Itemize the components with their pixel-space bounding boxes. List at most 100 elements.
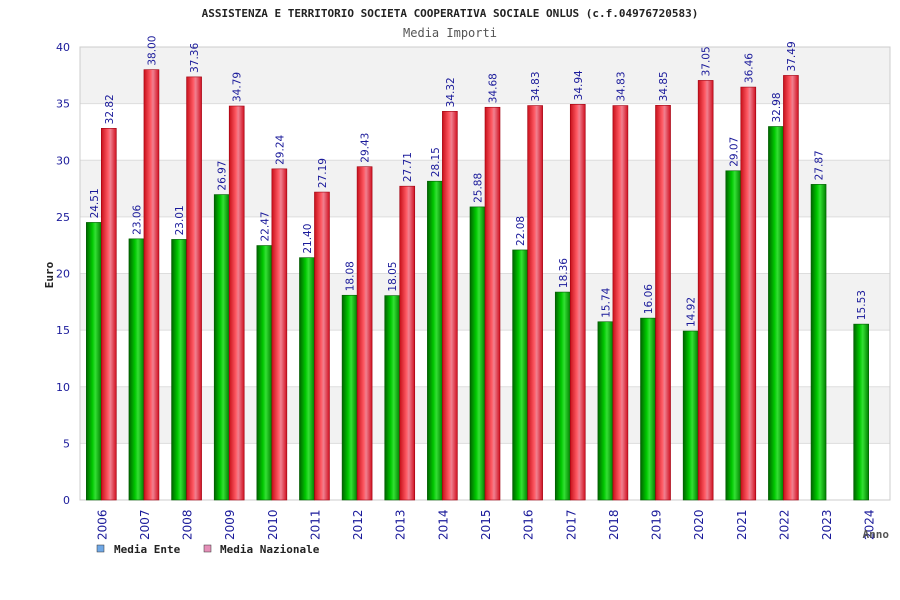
bar-media-nazionale-2007: [143, 69, 160, 501]
bar-media-ente-2010: [256, 245, 273, 501]
y-tick-label: 25: [56, 211, 70, 224]
x-tick-label-2013: 2013: [394, 509, 408, 540]
bar-media-nazionale-2009: [228, 105, 245, 501]
x-tick-label-2014: 2014: [436, 509, 450, 540]
bar-media-nazionale-2014: [442, 111, 458, 501]
data-label-media-ente-2019: 16.06: [643, 284, 655, 314]
y-tick-label: 30: [56, 154, 70, 167]
x-tick-label-2006: 2006: [95, 509, 109, 540]
bar-media-ente-2008: [171, 239, 187, 501]
y-tick-label: 10: [56, 381, 70, 394]
data-label-media-nazionale-2017: 34.94: [573, 70, 585, 100]
bar-media-nazionale-2016: [527, 105, 543, 501]
bar-media-ente-2022: [768, 126, 784, 501]
data-label-media-nazionale-2021: 36.46: [743, 53, 755, 83]
data-label-media-ente-2011: 21.40: [302, 224, 314, 254]
x-tick-label-2015: 2015: [479, 509, 493, 540]
legend: Media Ente Media Nazionale: [96, 543, 320, 556]
data-label-media-nazionale-2018: 34.83: [615, 71, 627, 101]
y-tick-label: 40: [56, 41, 70, 54]
data-label-media-ente-2021: 29.07: [728, 137, 740, 167]
data-label-media-nazionale-2011: 27.19: [317, 158, 329, 188]
bar-media-nazionale-2010: [271, 168, 288, 501]
x-axis: 2006 2007 2008 2009 2010 2011 2012 2013 2014 2015…: [95, 509, 876, 540]
data-label-media-nazionale-2008: 37.36: [189, 43, 201, 73]
data-label-media-ente-2022: 32.98: [771, 92, 783, 122]
data-label-media-ente-2007: 23.06: [131, 204, 143, 234]
y-tick-label: 5: [63, 437, 70, 450]
x-tick-label-2019: 2019: [650, 509, 664, 540]
x-tick-label-2016: 2016: [522, 509, 536, 540]
data-label-media-nazionale-2012: 29.43: [360, 133, 372, 163]
data-label-media-nazionale-2006: 32.82: [104, 94, 116, 124]
legend-item-media-nazionale: Media Nazionale: [203, 543, 320, 556]
bar-media-nazionale-2017: [569, 104, 586, 501]
x-tick-label-2022: 2022: [777, 509, 791, 540]
y-tick-label: 35: [56, 98, 70, 111]
x-tick-label-2010: 2010: [266, 509, 280, 540]
data-label-media-ente-2014: 28.15: [430, 147, 442, 177]
x-tick-label-2009: 2009: [223, 509, 237, 540]
bar-media-nazionale-2006: [101, 128, 117, 501]
data-label-media-ente-2006: 24.51: [89, 188, 101, 218]
x-tick-label-2012: 2012: [351, 509, 365, 540]
bar-media-nazionale-2015: [484, 106, 501, 501]
x-tick-label-2008: 2008: [181, 509, 195, 540]
data-label-media-ente-2016: 22.08: [515, 216, 527, 246]
data-label-media-nazionale-2010: 29.24: [274, 134, 286, 164]
bar-media-ente-2021: [725, 170, 742, 501]
legend-item-media-ente: Media Ente: [96, 543, 181, 556]
legend-swatch-media-nazionale: [203, 544, 212, 553]
chart-subtitle: Media Importi: [403, 26, 497, 40]
data-label-media-ente-2020: 14.92: [686, 297, 698, 327]
x-tick-label-2017: 2017: [564, 509, 578, 540]
bar-media-nazionale-2018: [612, 105, 629, 501]
data-label-media-nazionale-2013: 27.71: [402, 152, 414, 182]
x-tick-label-2024: 2024: [863, 509, 877, 540]
data-label-media-ente-2010: 22.47: [259, 211, 271, 241]
x-tick-label-2021: 2021: [735, 509, 749, 540]
bar-media-nazionale-2020: [697, 80, 714, 501]
bar-media-ente-2017: [554, 291, 571, 501]
bar-media-ente-2014: [427, 180, 443, 501]
chart-title: ASSISTENZA E TERRITORIO SOCIETA COOPERAT…: [202, 7, 699, 20]
legend-label-media-nazionale: Media Nazionale: [220, 543, 320, 556]
data-label-media-ente-2012: 18.08: [345, 261, 357, 291]
x-axis-label: Anno: [863, 528, 890, 541]
data-label-media-nazionale-2007: 38.00: [146, 36, 158, 66]
y-tick-label: 0: [63, 494, 70, 507]
bar-media-nazionale-2011: [314, 191, 330, 501]
bar-media-ente-2024: [853, 323, 869, 501]
bar-media-ente-2009: [213, 194, 230, 501]
y-tick-label: 15: [56, 324, 70, 337]
y-tick-label: 20: [56, 268, 70, 281]
data-label-media-ente-2018: 15.74: [600, 287, 612, 317]
bar-media-nazionale-2008: [186, 76, 202, 501]
data-label-media-nazionale-2019: 34.85: [658, 71, 670, 101]
bar-media-ente-2006: [86, 222, 102, 501]
data-label-media-ente-2015: 25.88: [473, 173, 485, 203]
y-axis-label: Euro: [43, 261, 56, 288]
bar-media-ente-2013: [384, 295, 401, 501]
data-label-media-nazionale-2009: 34.79: [232, 72, 244, 102]
legend-label-media-ente: Media Ente: [114, 543, 181, 556]
bar-media-nazionale-2013: [399, 185, 416, 501]
data-label-media-ente-2008: 23.01: [174, 205, 186, 235]
data-label-media-nazionale-2022: 37.49: [786, 41, 798, 71]
legend-swatch-media-ente: [96, 544, 105, 553]
bar-media-ente-2019: [640, 317, 656, 501]
data-label-media-nazionale-2015: 34.68: [488, 73, 500, 103]
x-tick-label-2018: 2018: [607, 509, 621, 540]
data-label-media-nazionale-2020: 37.05: [701, 46, 713, 76]
data-label-media-ente-2009: 26.97: [217, 161, 229, 191]
data-label-media-ente-2023: 27.87: [814, 150, 826, 180]
bar-media-ente-2011: [299, 257, 315, 501]
data-label-media-ente-2017: 18.36: [558, 258, 570, 288]
bar-media-ente-2016: [512, 249, 528, 501]
bar-media-ente-2020: [682, 330, 699, 501]
x-tick-label-2023: 2023: [820, 509, 834, 540]
data-label-media-nazionale-2016: 34.83: [530, 71, 542, 101]
bar-media-ente-2018: [597, 321, 614, 501]
bar-media-nazionale-2012: [356, 166, 373, 501]
